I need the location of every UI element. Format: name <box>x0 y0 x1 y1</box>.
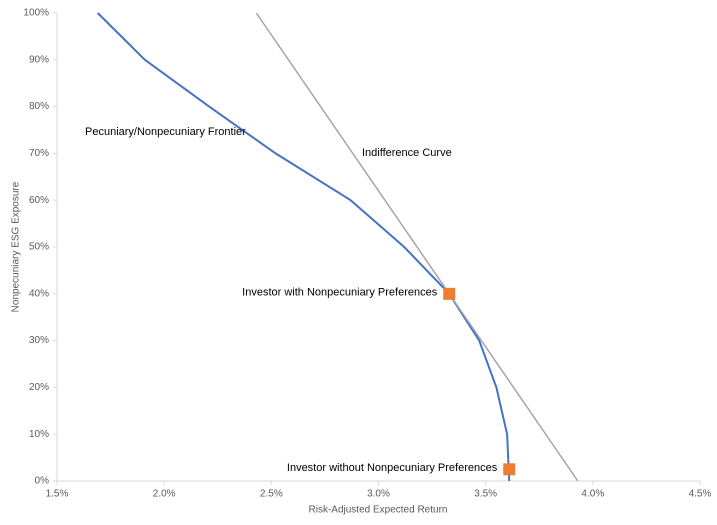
x-tick-label: 2.0% <box>153 489 176 500</box>
series-annotation: Indifference Curve <box>362 147 452 159</box>
point-marker <box>503 463 516 476</box>
y-tick-label: 70% <box>29 148 49 159</box>
y-axis-title: Nonpecuniary ESG Exposure <box>11 181 22 312</box>
y-tick-label: 20% <box>29 382 49 393</box>
point-label: Investor with Nonpecuniary Preferences <box>242 287 438 299</box>
series-annotation: Pecuniary/Nonpecuniary Frontier <box>85 126 246 138</box>
y-tick-label: 30% <box>29 335 49 346</box>
x-tick-label: 3.0% <box>367 489 390 500</box>
y-tick-label: 90% <box>29 54 49 65</box>
y-tick-label: 40% <box>29 288 49 299</box>
x-tick-label: 4.5% <box>689 489 712 500</box>
y-tick-label: 60% <box>29 195 49 206</box>
x-tick-label: 4.0% <box>581 489 604 500</box>
x-tick-label: 3.5% <box>474 489 497 500</box>
y-tick-label: 50% <box>29 242 49 253</box>
y-tick-label: 10% <box>29 429 49 440</box>
y-tick-label: 100% <box>23 8 49 19</box>
line-series <box>97 12 511 482</box>
point-label: Investor without Nonpecuniary Preference… <box>287 462 498 474</box>
line-series <box>255 12 579 482</box>
point-marker <box>443 287 456 300</box>
y-tick-label: 0% <box>35 476 50 487</box>
x-tick-label: 2.5% <box>260 489 283 500</box>
x-axis-title: Risk-Adjusted Expected Return <box>309 505 448 516</box>
y-tick-label: 80% <box>29 101 49 112</box>
x-tick-label: 1.5% <box>46 489 69 500</box>
